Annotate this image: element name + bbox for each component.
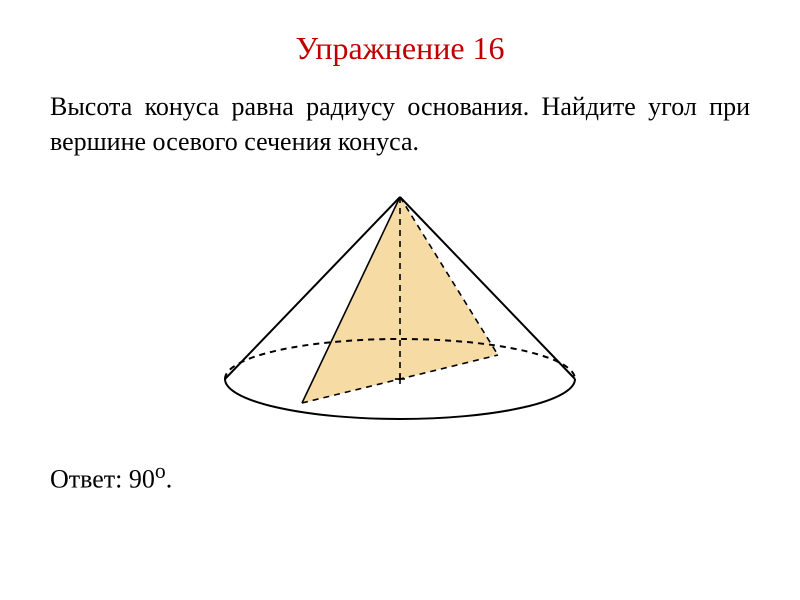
figure-container (50, 179, 750, 429)
cone-diagram (210, 179, 590, 429)
answer-label: Ответ: (50, 465, 122, 494)
exercise-title: Упражнение 16 (50, 30, 750, 67)
answer-suffix: . (166, 465, 173, 494)
answer-degree: o (155, 459, 166, 483)
problem-statement: Высота конуса равна радиусу основания. Н… (50, 89, 750, 159)
answer-line: Ответ: 90o. (50, 459, 750, 495)
answer-value: 90 (129, 465, 155, 494)
